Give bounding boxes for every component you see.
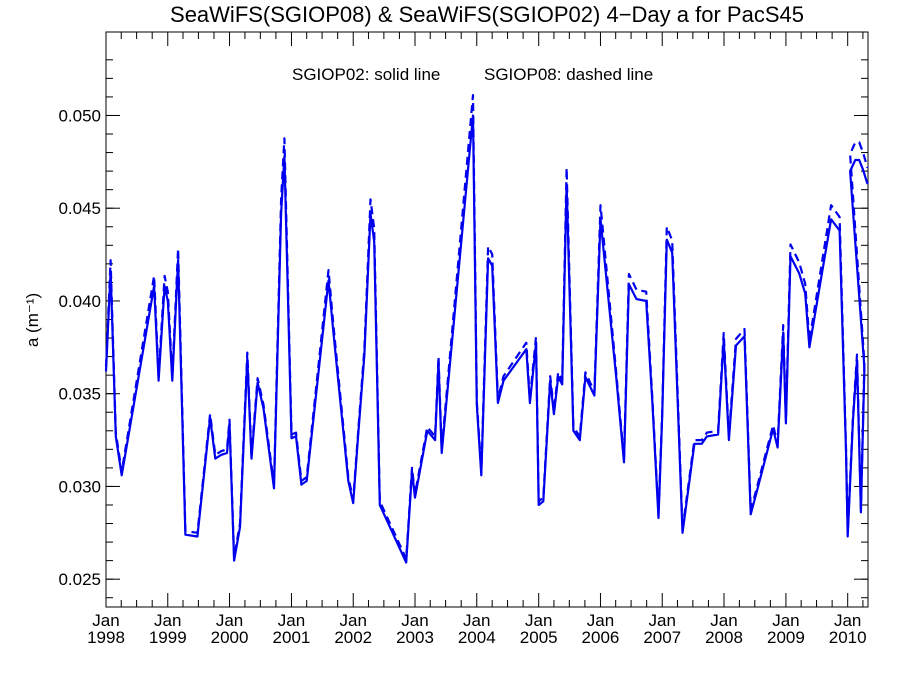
- y-tick-label: 0.025: [58, 570, 101, 589]
- x-tick-month: Jan: [216, 611, 243, 630]
- series-sgiop02-solid: [104, 114, 869, 564]
- y-tick-label: 0.050: [58, 106, 101, 125]
- x-tick-year: 2010: [829, 628, 867, 647]
- x-tick-year: 2002: [334, 628, 372, 647]
- x-tick-year: 2001: [273, 628, 311, 647]
- x-tick-month: Jan: [92, 611, 119, 630]
- y-tick-labels: 0.025 0.030 0.035 0.040 0.045 0.050: [58, 106, 101, 589]
- y-axis-label: a (m⁻¹): [23, 293, 42, 347]
- x-tick-year: 2003: [396, 628, 434, 647]
- x-tick-month: Jan: [834, 611, 861, 630]
- x-tick-month: Jan: [649, 611, 676, 630]
- x-tick-month: Jan: [401, 611, 428, 630]
- series-group: [104, 94, 869, 564]
- x-tick-labels: Jan1998Jan1999Jan2000Jan2001Jan2002Jan20…: [87, 611, 867, 647]
- y-tick-label: 0.040: [58, 292, 101, 311]
- x-tick-month: Jan: [772, 611, 799, 630]
- x-tick-month: Jan: [463, 611, 490, 630]
- x-tick-year: 2009: [767, 628, 805, 647]
- y-tick-label: 0.030: [58, 477, 101, 496]
- x-tick-year: 2008: [705, 628, 743, 647]
- x-tick-month: Jan: [278, 611, 305, 630]
- x-tick-month: Jan: [525, 611, 552, 630]
- x-tick-year: 2000: [211, 628, 249, 647]
- x-tick-month: Jan: [154, 611, 181, 630]
- x-tick-year: 1998: [87, 628, 125, 647]
- x-tick-year: 2007: [643, 628, 681, 647]
- x-tick-year: 1999: [149, 628, 187, 647]
- axis-ticks: [105, 32, 868, 607]
- annotation-dashed: SGIOP08: dashed line: [484, 65, 653, 84]
- y-tick-label: 0.035: [58, 385, 101, 404]
- series-sgiop08-dashed: [104, 94, 869, 560]
- x-tick-month: Jan: [340, 611, 367, 630]
- y-tick-label: 0.045: [58, 199, 101, 218]
- x-tick-year: 2006: [582, 628, 620, 647]
- annotation-solid: SGIOP02: solid line: [292, 65, 440, 84]
- chart-title: SeaWiFS(SGIOP08) & SeaWiFS(SGIOP02) 4−Da…: [170, 2, 804, 27]
- x-tick-month: Jan: [710, 611, 737, 630]
- x-tick-year: 2005: [520, 628, 558, 647]
- x-tick-month: Jan: [587, 611, 614, 630]
- x-tick-year: 2004: [458, 628, 496, 647]
